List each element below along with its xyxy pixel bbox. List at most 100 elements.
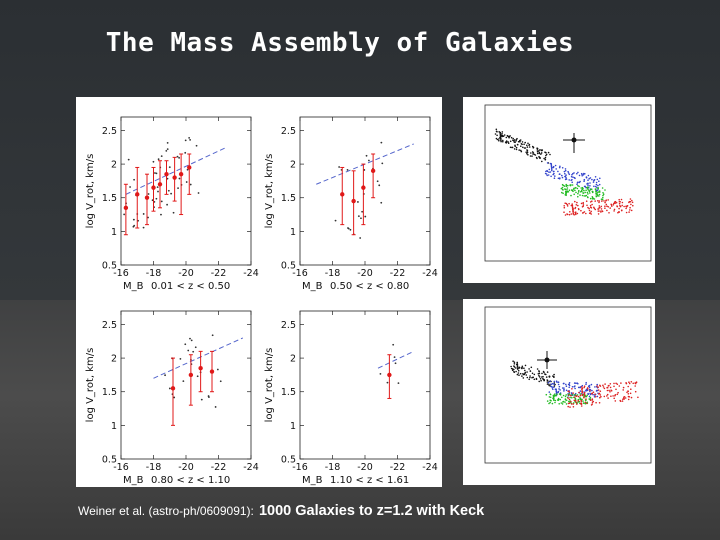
scatter-points [494,128,634,216]
scatter-point [591,401,594,403]
scatter-point [600,211,602,213]
scatter-point [559,173,561,175]
scatter-point [598,201,600,204]
scatter-point [563,390,565,392]
scatter-point [576,183,578,186]
scatter-point [565,383,567,386]
scatter-point [595,401,597,404]
x-tick-label: -22 [390,268,406,279]
scatter-point [601,187,604,189]
scatter-point [583,195,585,197]
galaxy-point [166,148,169,151]
scatter-point [597,200,599,202]
scatter-point [599,177,601,180]
scatter-point [565,202,568,205]
scatter-point [577,208,580,210]
galaxy-point [187,349,190,352]
scatter-point [556,393,558,395]
scatter-point [588,177,590,180]
scatter-point [614,400,617,402]
scatter-point [516,368,519,370]
scatter-point [608,389,610,392]
scatter-point [625,205,627,208]
scatter-point [583,396,585,399]
scatter-point [577,386,580,389]
scatter-point [591,196,594,198]
scatter-point [626,391,628,394]
scatter-point [604,201,606,204]
scatter-point [635,381,638,384]
binned-mean-point [178,171,184,177]
scatter-point [570,194,572,197]
scatter-point [568,398,571,401]
scatter-point [507,142,510,144]
scatter-point [616,383,619,385]
scatter-point [565,185,568,187]
scatter-point [536,368,539,370]
scatter-point [526,376,529,379]
galaxy-point [179,357,182,360]
galaxy-point [166,177,169,180]
scatter-point [629,206,631,209]
scatter-point [595,181,598,184]
y-axis-label: log V_rot, km/s [264,154,275,229]
scatter-point [546,383,549,385]
scatter-point [582,211,584,214]
scatter-point [548,168,551,171]
scatter-point [526,151,529,154]
scatter-point [500,139,502,142]
scatter-point [524,364,527,367]
galaxy-point [182,380,185,383]
scatter-point [527,142,529,145]
scatter-point [498,139,500,142]
galaxy-point [189,183,192,186]
scatter-point [528,368,530,370]
x-tick-label: -16 [113,268,129,279]
galaxy-point [334,219,337,222]
scatter-point [568,189,571,191]
scatter-point [599,390,602,392]
scatter-point [603,395,606,398]
scatter-point [583,402,585,404]
scatter-point [516,362,519,364]
galaxy-point [200,398,203,401]
y-tick-label: 1 [111,421,117,432]
scatter-point [540,149,542,151]
galaxy-point [160,155,163,157]
scatter-point [569,211,571,213]
fit-line [153,337,244,379]
scatter-point [580,190,583,193]
y-tick-label: 1.5 [281,387,296,398]
scatter-point [606,395,608,397]
scatter-point [563,211,565,213]
scatter-point [586,394,588,397]
scatter-point [500,140,502,143]
scatter-point [511,369,514,372]
galaxy-point [381,162,384,165]
binned-mean-point [209,369,215,374]
galaxy-point [349,228,352,231]
scatter-point [594,393,596,396]
scatter-point [590,188,593,190]
y-tick-label: 2 [290,160,296,171]
scatter-point [513,366,516,368]
scatter-point [554,399,557,402]
scatter-point [623,205,625,208]
scatter-point [567,397,569,399]
binned-mean-point [135,192,140,197]
scatter-point [598,200,601,202]
scatter-point [573,172,575,174]
scatter-point [520,149,522,152]
x-tick-label: -24 [422,268,438,279]
scatter-point [604,205,606,207]
galaxy-point [177,187,179,189]
scatter-point [506,134,509,137]
scatter-point [586,186,588,189]
scatter-point [515,367,517,369]
scatter-point [594,386,596,388]
scatter-point [532,153,534,155]
scatter-point [524,369,526,372]
scatter-point [576,394,579,396]
scatter-point [523,143,525,146]
galaxy-point [157,158,160,161]
